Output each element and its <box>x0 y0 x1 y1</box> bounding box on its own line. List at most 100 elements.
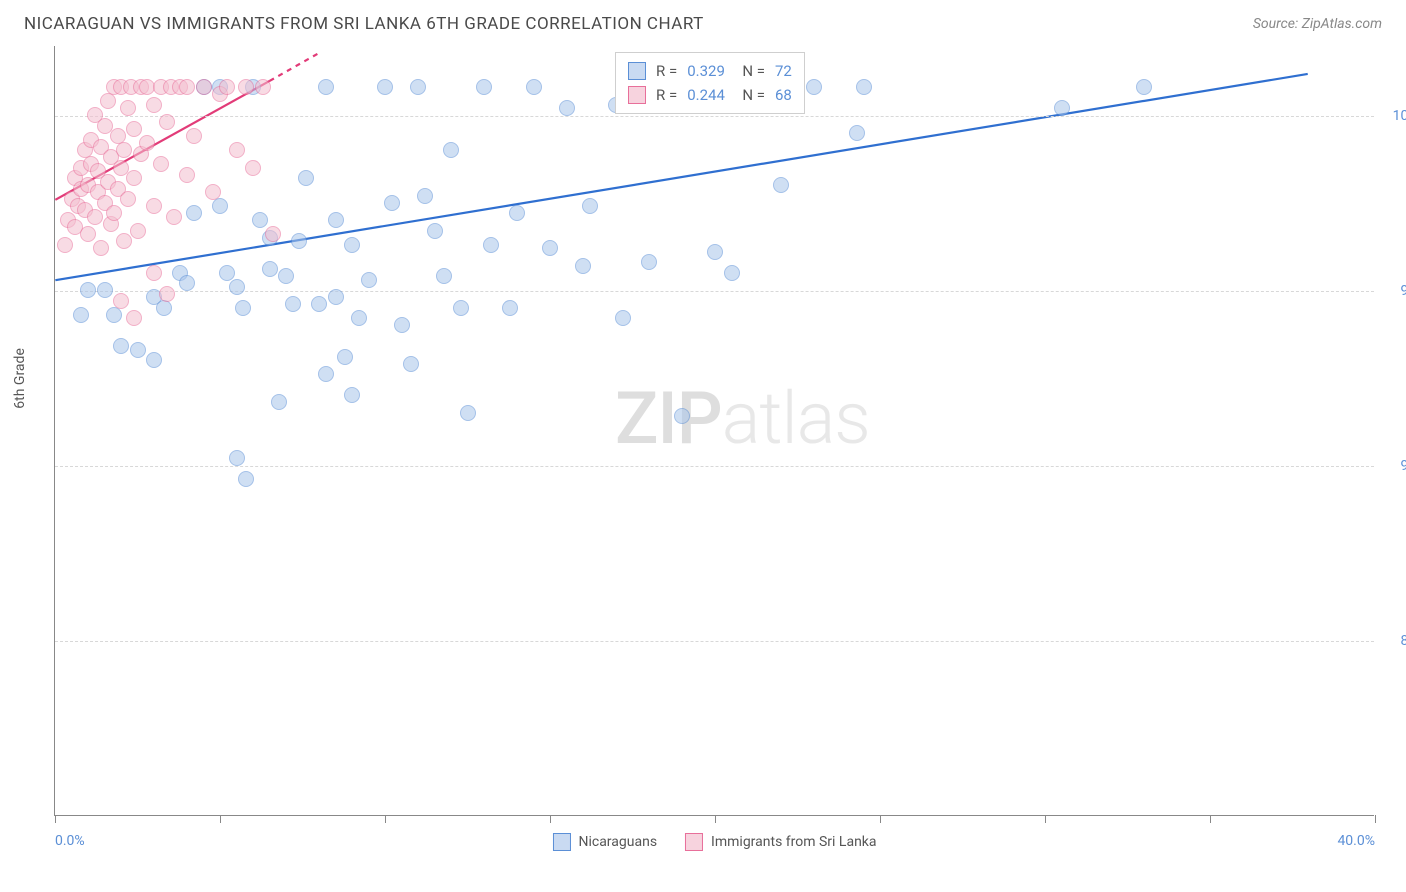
legend-r-value: 0.329 <box>687 59 725 83</box>
scatter-point <box>1136 79 1152 95</box>
scatter-point <box>255 79 271 95</box>
gridline <box>55 466 1374 467</box>
legend-label: Nicaraguans <box>578 834 657 850</box>
scatter-point <box>278 268 294 284</box>
y-axis-label: 6th Grade <box>12 348 28 409</box>
scatter-point <box>153 156 169 172</box>
scatter-point <box>229 450 245 466</box>
scatter-point <box>436 268 452 284</box>
scatter-point <box>377 79 393 95</box>
scatter-point <box>311 296 327 312</box>
x-tick <box>385 815 386 823</box>
legend-row: R = 0.329 N = 72 <box>628 59 792 83</box>
scatter-point <box>146 352 162 368</box>
scatter-point <box>80 226 96 242</box>
watermark: ZIPatlas <box>615 376 870 461</box>
scatter-point <box>116 142 132 158</box>
scatter-point <box>179 79 195 95</box>
x-tick <box>715 815 716 823</box>
scatter-point <box>93 240 109 256</box>
legend-n-label: N = <box>735 59 765 83</box>
trend-line-extension <box>270 53 319 81</box>
scatter-point <box>179 167 195 183</box>
legend-label: Immigrants from Sri Lanka <box>711 834 876 850</box>
scatter-point <box>146 198 162 214</box>
scatter-point <box>526 79 542 95</box>
legend-swatch <box>628 86 646 104</box>
scatter-point <box>73 307 89 323</box>
scatter-point <box>130 223 146 239</box>
scatter-point <box>773 177 789 193</box>
scatter-point <box>229 279 245 295</box>
x-tick <box>1210 815 1211 823</box>
scatter-point <box>707 244 723 260</box>
scatter-point <box>453 300 469 316</box>
scatter-point <box>116 233 132 249</box>
scatter-point <box>361 272 377 288</box>
legend-swatch <box>552 833 570 851</box>
scatter-point <box>146 97 162 113</box>
legend-r-value: 0.244 <box>687 83 725 107</box>
scatter-point <box>130 342 146 358</box>
x-tick <box>55 815 56 823</box>
scatter-point <box>106 205 122 221</box>
scatter-point <box>298 170 314 186</box>
scatter-point <box>159 286 175 302</box>
scatter-point <box>285 296 301 312</box>
scatter-point <box>806 79 822 95</box>
scatter-point <box>328 289 344 305</box>
watermark-bold: ZIP <box>615 376 722 461</box>
scatter-point <box>139 135 155 151</box>
scatter-point <box>252 212 268 228</box>
legend-swatch <box>628 62 646 80</box>
y-tick-label: 85.0% <box>1382 633 1406 649</box>
scatter-point <box>238 79 254 95</box>
scatter-point <box>509 205 525 221</box>
scatter-point <box>443 142 459 158</box>
scatter-point <box>615 310 631 326</box>
legend-n-value: 72 <box>775 59 792 83</box>
scatter-point <box>265 226 281 242</box>
scatter-point <box>120 191 136 207</box>
scatter-point <box>460 405 476 421</box>
legend-bottom-item: Nicaraguans <box>552 833 657 851</box>
scatter-point <box>126 121 142 137</box>
x-tick-label: 40.0% <box>1337 833 1375 849</box>
scatter-point <box>156 300 172 316</box>
scatter-point <box>575 258 591 274</box>
scatter-point <box>235 300 251 316</box>
scatter-point <box>100 93 116 109</box>
y-tick-label: 100.0% <box>1382 108 1406 124</box>
scatter-point <box>159 114 175 130</box>
legend-n-value: 68 <box>775 83 792 107</box>
scatter-point <box>262 261 278 277</box>
scatter-point <box>212 198 228 214</box>
gridline <box>55 641 1374 642</box>
scatter-point <box>674 408 690 424</box>
scatter-point <box>337 349 353 365</box>
x-tick <box>220 815 221 823</box>
scatter-point <box>205 184 221 200</box>
scatter-point <box>166 209 182 225</box>
y-tick-label: 90.0% <box>1382 458 1406 474</box>
scatter-point <box>559 100 575 116</box>
watermark-light: atlas <box>722 376 870 461</box>
scatter-point <box>219 265 235 281</box>
chart-header: NICARAGUAN VS IMMIGRANTS FROM SRI LANKA … <box>0 0 1406 42</box>
scatter-point <box>186 128 202 144</box>
legend-row: R = 0.244 N = 68 <box>628 83 792 107</box>
scatter-point <box>1054 100 1070 116</box>
scatter-point <box>291 233 307 249</box>
scatter-point <box>126 170 142 186</box>
correlation-legend: R = 0.329 N = 72R = 0.244 N = 68 <box>615 52 805 114</box>
chart-container: 6th Grade ZIPatlas R = 0.329 N = 72R = 0… <box>54 46 1388 816</box>
legend-r-label: R = <box>656 83 677 107</box>
scatter-point <box>245 160 261 176</box>
scatter-point <box>229 142 245 158</box>
scatter-point <box>542 240 558 256</box>
scatter-point <box>384 195 400 211</box>
scatter-point <box>113 338 129 354</box>
scatter-point <box>238 471 254 487</box>
x-tick <box>550 815 551 823</box>
scatter-point <box>57 237 73 253</box>
